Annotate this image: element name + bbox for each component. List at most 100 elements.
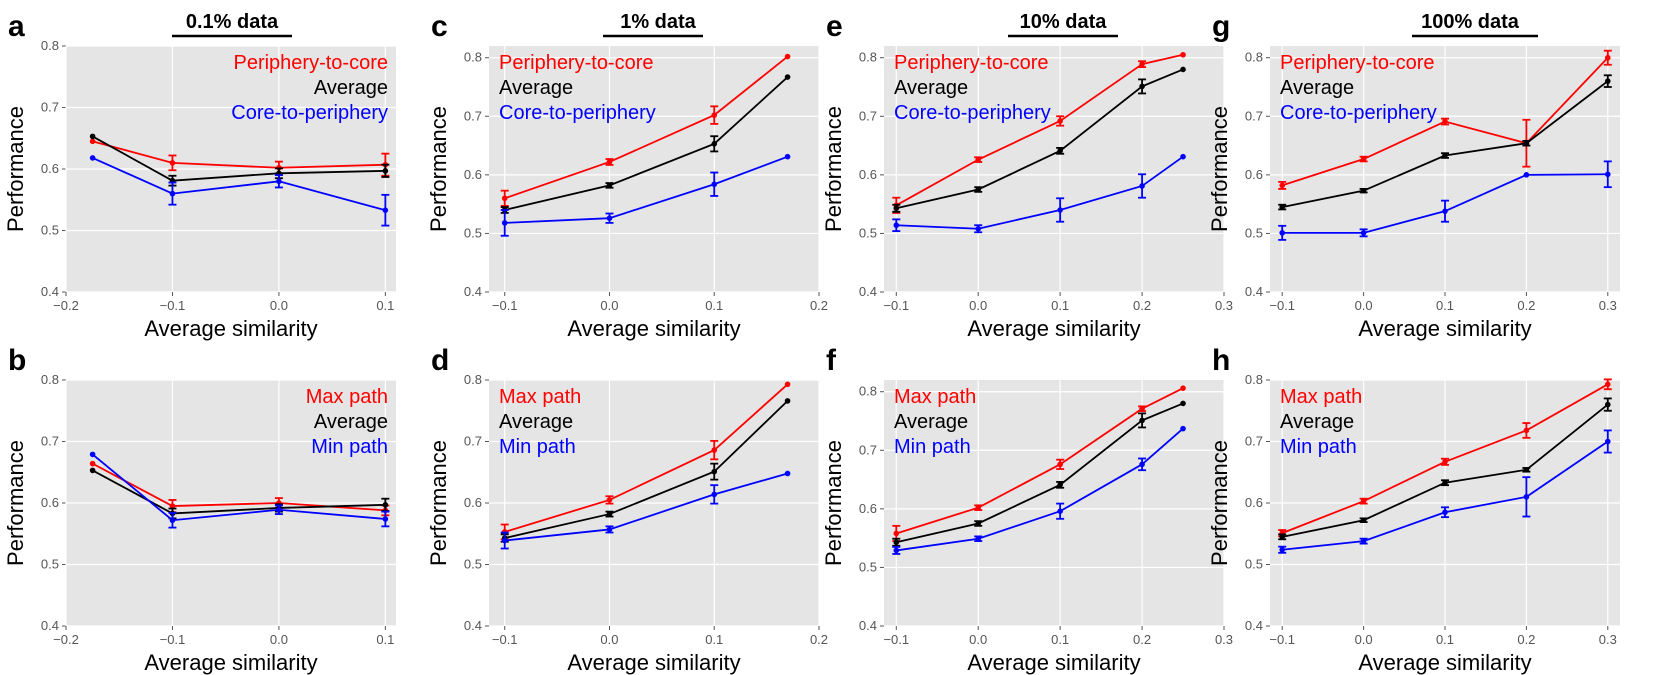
x-tick-label: −0.1 [160, 298, 186, 313]
x-axis-label: Average similarity [567, 650, 740, 675]
legend-entry: Min path [1280, 436, 1357, 458]
legend-entry: Max path [1280, 386, 1362, 408]
data-point [784, 381, 791, 388]
data-point [1442, 152, 1448, 159]
data-point [1604, 438, 1611, 445]
data-point [1279, 182, 1286, 189]
legend-entry: Periphery-to-core [1280, 52, 1435, 74]
y-tick-label: 0.6 [464, 495, 482, 510]
data-point [893, 530, 900, 537]
x-tick-label: 0.1 [1436, 632, 1454, 647]
data-point [1180, 400, 1186, 407]
x-tick-label: −0.1 [883, 632, 909, 647]
data-point [975, 186, 982, 193]
y-tick-label: 0.8 [1245, 372, 1263, 387]
legend-entry: Max path [894, 386, 976, 408]
x-tick-label: 0.1 [1436, 298, 1454, 313]
data-point [975, 504, 982, 511]
x-tick-label: 0.2 [810, 298, 828, 313]
x-tick-label: 0.0 [600, 632, 618, 647]
series-line-blue [92, 157, 386, 212]
y-tick-label: 0.4 [464, 618, 482, 633]
legend-entry: Average [894, 77, 968, 99]
data-point [1360, 498, 1367, 504]
x-tick-label: −0.2 [53, 632, 79, 647]
data-point [89, 451, 96, 458]
data-point [711, 112, 718, 118]
x-tick-label: 0.1 [376, 298, 394, 313]
x-tick-label: 0.1 [705, 632, 723, 647]
data-point [1360, 517, 1367, 524]
x-tick-label: −0.1 [492, 298, 518, 313]
y-tick-label: 0.5 [859, 559, 877, 574]
data-point [89, 155, 96, 161]
y-tick-label: 0.8 [464, 372, 482, 387]
x-tick-label: −0.2 [53, 298, 79, 313]
y-axis-label: Performance [3, 106, 28, 232]
data-point [1523, 466, 1530, 473]
y-tick-label: 0.4 [464, 284, 482, 299]
y-tick-label: 0.6 [464, 167, 482, 182]
x-tick-label: 0.1 [1051, 298, 1069, 313]
data-point [606, 511, 613, 517]
legend-entry: Min path [311, 436, 388, 458]
x-tick-label: 0.2 [1133, 298, 1151, 313]
legend-entry: Average [499, 411, 573, 433]
y-axis-label: Performance [1207, 440, 1232, 566]
data-point [975, 520, 982, 527]
data-point [1057, 461, 1063, 468]
data-point [1180, 425, 1186, 432]
legend-entry: Average [314, 77, 388, 99]
y-axis-label: Performance [426, 440, 451, 566]
data-point [1057, 207, 1063, 213]
data-point [1139, 405, 1145, 412]
y-tick-label: 0.8 [859, 384, 877, 399]
panel-b: 0.4 0.5 0.6 0.7 0.8 −0.2 −0.1 0.0 0.1 Max path Ave… [3, 344, 396, 675]
legend-entry: Core-to-periphery [231, 102, 388, 124]
data-point [1442, 118, 1448, 125]
x-tick-label: 0.3 [1599, 632, 1617, 647]
data-point [784, 470, 791, 477]
data-point [975, 535, 982, 542]
y-tick-label: 0.4 [1245, 284, 1263, 299]
x-tick-label: −0.1 [1269, 298, 1295, 313]
data-point [893, 222, 900, 229]
data-point [784, 53, 791, 60]
series-line-red [504, 383, 789, 533]
x-tick-label: 0.3 [1599, 298, 1617, 313]
y-tick-label: 0.7 [1245, 108, 1263, 123]
x-tick-label: 0.1 [705, 298, 723, 313]
data-point [169, 503, 176, 509]
y-tick-label: 0.7 [464, 108, 482, 123]
y-tick-label: 0.5 [41, 223, 59, 238]
data-point [1139, 61, 1145, 67]
y-tick-label: 0.7 [1245, 434, 1263, 449]
y-tick-label: 0.5 [1245, 225, 1263, 240]
x-tick-label: 0.0 [969, 632, 987, 647]
y-tick-label: 0.6 [859, 501, 877, 516]
series-line-blue [504, 155, 788, 224]
legend-entry: Periphery-to-core [499, 52, 654, 74]
y-tick-label: 0.5 [1245, 557, 1263, 572]
y-tick-label: 0.7 [859, 108, 877, 123]
data-point [1139, 183, 1145, 189]
legend-entry: Core-to-periphery [1280, 102, 1437, 124]
data-point [1180, 51, 1186, 58]
data-point [382, 168, 389, 174]
data-point [1360, 156, 1367, 162]
y-tick-label: 0.6 [1245, 495, 1263, 510]
panel-letter: c [431, 10, 448, 43]
data-point [606, 159, 613, 165]
series-line-red [92, 140, 386, 169]
data-point [501, 220, 508, 226]
panels: 0.4 0.5 0.6 0.7 0.8 −0.2 −0.1 0.0 0.1 Periphery-t… [3, 10, 1620, 675]
data-point [1442, 509, 1448, 516]
y-tick-label: 0.4 [41, 284, 59, 299]
legend-entry: Max path [499, 386, 581, 408]
data-point [501, 537, 508, 544]
data-point [606, 182, 613, 189]
x-tick-label: 0.0 [270, 632, 288, 647]
legend-entry: Average [894, 411, 968, 433]
data-point [501, 195, 508, 202]
data-point [1442, 479, 1448, 486]
